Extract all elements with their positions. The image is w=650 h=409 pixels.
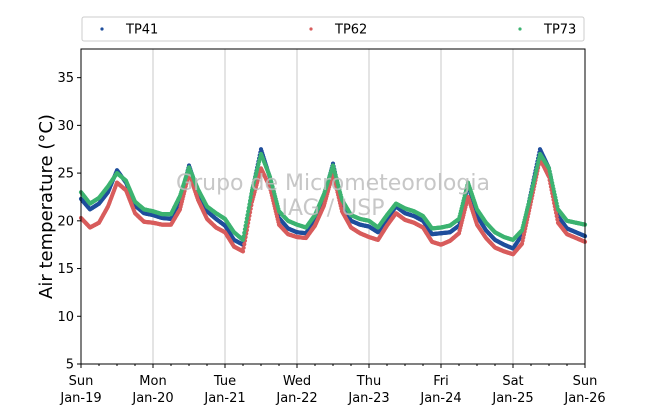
data-point — [555, 217, 560, 222]
y-tick-label: 15 — [57, 262, 74, 277]
legend-frame — [81, 16, 585, 42]
data-point — [240, 249, 246, 254]
legend-entry-tp41: TP41 — [100, 23, 158, 38]
x-tick-label-date: Jan-22 — [275, 391, 317, 406]
x-tick-label-day: Thu — [356, 374, 381, 389]
data-point — [242, 242, 247, 247]
x-tick-label-date: Jan-19 — [59, 391, 101, 406]
x-tick-label-date: Jan-20 — [131, 391, 173, 406]
legend: TP41 TP62 TP73 — [81, 16, 585, 42]
legend-marker-tp73 — [518, 27, 522, 31]
x-tick-label-day: Mon — [139, 374, 166, 389]
y-tick-label: 20 — [57, 214, 74, 229]
legend-label-tp73: TP73 — [543, 23, 576, 38]
y-axis-label: Air temperature (°C) — [36, 114, 57, 299]
data-point — [242, 230, 247, 235]
y-tick-label: 5 — [66, 358, 74, 373]
x-tick-label-date: Jan-23 — [347, 391, 389, 406]
data-point — [241, 234, 246, 239]
legend-label-tp62: TP62 — [334, 23, 367, 38]
data-point — [244, 216, 249, 221]
data-point — [244, 220, 249, 225]
x-tick-label-day: Fri — [433, 374, 449, 389]
grid-lines — [152, 49, 514, 364]
y-tick-label: 30 — [57, 119, 74, 134]
y-tick-label: 35 — [57, 71, 74, 86]
legend-entry-tp73: TP73 — [518, 23, 576, 38]
data-point — [249, 191, 254, 196]
data-point — [241, 245, 246, 250]
watermark: Grupo de Micrometeorologia IAG / USP — [176, 171, 490, 221]
x-tick-label-day: Sun — [69, 374, 94, 389]
legend-marker-tp41 — [100, 27, 104, 31]
data-point — [245, 212, 250, 218]
data-point — [554, 214, 559, 219]
data-point — [247, 198, 253, 204]
data-point — [247, 202, 252, 207]
legend-label-tp41: TP41 — [125, 23, 158, 38]
data-point — [248, 195, 253, 200]
series-layer — [78, 147, 588, 257]
series-tp73 — [78, 151, 588, 243]
x-tick-label-day: Tue — [213, 374, 236, 389]
x-tick-label-day: Sat — [502, 374, 523, 389]
legend-marker-tp62 — [309, 27, 313, 31]
data-point — [246, 205, 251, 211]
x-tick-label-day: Sun — [573, 374, 598, 389]
x-tick-label-date: Jan-21 — [203, 391, 245, 406]
watermark-line-1: Grupo de Micrometeorologia — [176, 171, 490, 196]
data-point — [246, 209, 251, 214]
legend-entry-tp62: TP62 — [309, 23, 367, 38]
watermark-line-2: IAG / USP — [282, 196, 385, 221]
x-tick-label-date: Jan-26 — [563, 391, 605, 406]
x-tick-label-date: Jan-25 — [491, 391, 533, 406]
y-axis: 5 10 15 20 25 30 35 — [57, 71, 81, 373]
data-point — [240, 237, 246, 243]
y-tick-label: 10 — [57, 310, 74, 325]
y-tick-label: 25 — [57, 167, 74, 182]
data-point — [242, 227, 248, 232]
x-tick-label-date: Jan-24 — [419, 391, 461, 406]
x-tick-label-day: Wed — [283, 374, 311, 389]
data-point — [243, 223, 248, 228]
x-axis: Sun Jan-19 Mon Jan-20 Tue Jan-21 Wed Jan-22 Thu J… — [59, 364, 606, 406]
data-point — [553, 210, 559, 216]
